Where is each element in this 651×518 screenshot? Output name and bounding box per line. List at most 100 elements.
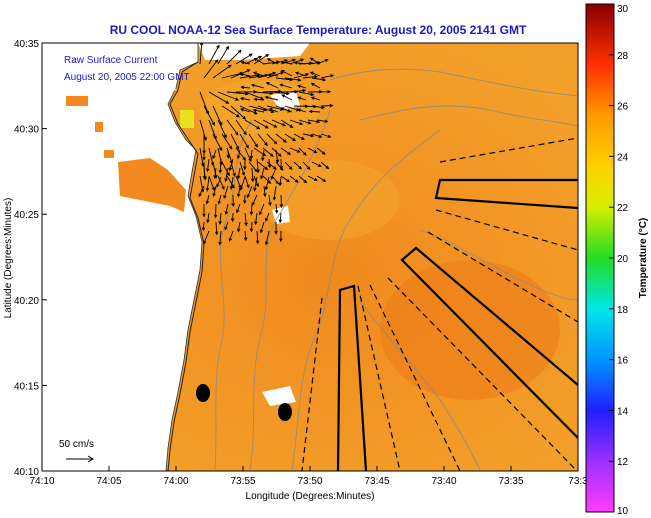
current-vector — [218, 212, 222, 225]
current-vector — [272, 185, 277, 201]
current-vector — [253, 53, 270, 65]
current-vector — [226, 91, 249, 96]
current-vector — [258, 203, 265, 216]
current-vector — [236, 149, 241, 160]
current-vector — [205, 194, 210, 205]
current-vector — [249, 203, 254, 216]
y-tick-label: 40:20 — [14, 296, 39, 307]
station-marker — [196, 384, 210, 402]
current-vector — [253, 119, 269, 129]
current-vector — [316, 119, 329, 123]
current-vector — [294, 71, 307, 77]
map-title: RU COOL NOAA-12 Sea Surface Temperature:… — [110, 23, 527, 37]
current-vector — [251, 167, 255, 183]
current-label: Raw Surface Current — [64, 55, 158, 66]
current-vector — [268, 194, 272, 207]
current-vector — [253, 91, 274, 96]
current-vector — [221, 161, 230, 177]
current-vector — [262, 147, 274, 157]
current-vector — [308, 109, 321, 114]
current-vector — [226, 49, 242, 65]
current-vector — [293, 61, 307, 65]
current-vector — [205, 176, 210, 192]
current-vector — [223, 185, 229, 200]
current-vector — [249, 221, 254, 233]
current-vector — [239, 161, 246, 176]
current-vector — [263, 185, 267, 198]
current-vector — [309, 57, 321, 65]
current-vector — [302, 161, 311, 171]
land-mass — [42, 43, 203, 471]
current-vector — [293, 161, 303, 170]
colorbar-tick-label: 30 — [617, 4, 629, 15]
current-vector — [261, 149, 265, 162]
sector-lower — [336, 284, 368, 471]
current-vector — [236, 167, 241, 180]
current-vector — [203, 167, 207, 181]
colorbar-tick-label: 12 — [617, 457, 629, 468]
current-vector — [235, 119, 247, 136]
current-vector — [293, 133, 306, 140]
x-tick-label: 73:45 — [364, 476, 389, 487]
current-vector — [274, 221, 278, 235]
y-tick-label: 40:25 — [14, 210, 39, 221]
current-vector — [311, 105, 326, 110]
current-vector — [271, 59, 289, 65]
colorbar-tick-label: 20 — [617, 254, 629, 265]
current-vector — [236, 221, 241, 233]
current-vector — [244, 175, 250, 189]
current-vector — [280, 60, 293, 65]
vector-scale-label: 50 cm/s — [59, 439, 94, 450]
current-vector — [235, 53, 253, 65]
colorbar-tick-label: 16 — [617, 356, 629, 367]
current-vector — [311, 161, 322, 167]
current-vector — [205, 158, 210, 173]
current-vector — [280, 119, 294, 128]
current-vector — [218, 230, 222, 246]
current-vector — [206, 212, 210, 224]
current-vector — [249, 149, 254, 160]
current-vector — [307, 119, 321, 124]
current-vector — [264, 212, 270, 222]
current-vector — [279, 83, 293, 89]
current-vector — [239, 133, 249, 149]
current-vector — [253, 97, 265, 102]
current-vector — [236, 203, 241, 214]
current-vector — [239, 108, 251, 113]
current-vector — [228, 158, 234, 172]
y-tick-label: 40:10 — [14, 467, 39, 478]
current-vector — [202, 204, 206, 218]
current-vector — [217, 175, 225, 191]
colorbar-tick-label: 24 — [617, 152, 629, 163]
current-vector — [320, 161, 330, 170]
current-vector — [278, 176, 283, 187]
current-vector — [289, 147, 301, 153]
colorbar-label: Temperature (°C) — [638, 218, 649, 299]
current-vector — [262, 175, 272, 184]
current-vector — [284, 161, 293, 171]
x-tick-label: 73:3 — [568, 476, 588, 487]
current-vector — [212, 185, 217, 197]
x-tick-label: 73:50 — [297, 476, 322, 487]
current-vector — [310, 82, 321, 89]
current-vector — [242, 194, 247, 205]
current-vector — [203, 230, 210, 245]
sector-upper — [434, 178, 578, 210]
current-vector — [244, 119, 261, 130]
current-vector — [310, 96, 321, 101]
current-vector — [216, 176, 222, 188]
current-vector — [255, 230, 260, 245]
current-vector — [266, 71, 285, 79]
current-vector — [229, 176, 234, 191]
current-vector — [279, 194, 284, 208]
current-vector — [239, 72, 251, 77]
current-vector — [307, 175, 318, 181]
y-tick-label: 40:30 — [14, 125, 39, 136]
current-vector — [228, 230, 234, 242]
current-vector — [208, 91, 230, 104]
current-time: August 20, 2005 22:00 GMT — [64, 72, 190, 83]
current-vector — [260, 167, 265, 180]
current-vector — [271, 119, 287, 127]
surface-current-vectors — [198, 43, 335, 246]
y-tick-label: 40:15 — [14, 381, 39, 392]
